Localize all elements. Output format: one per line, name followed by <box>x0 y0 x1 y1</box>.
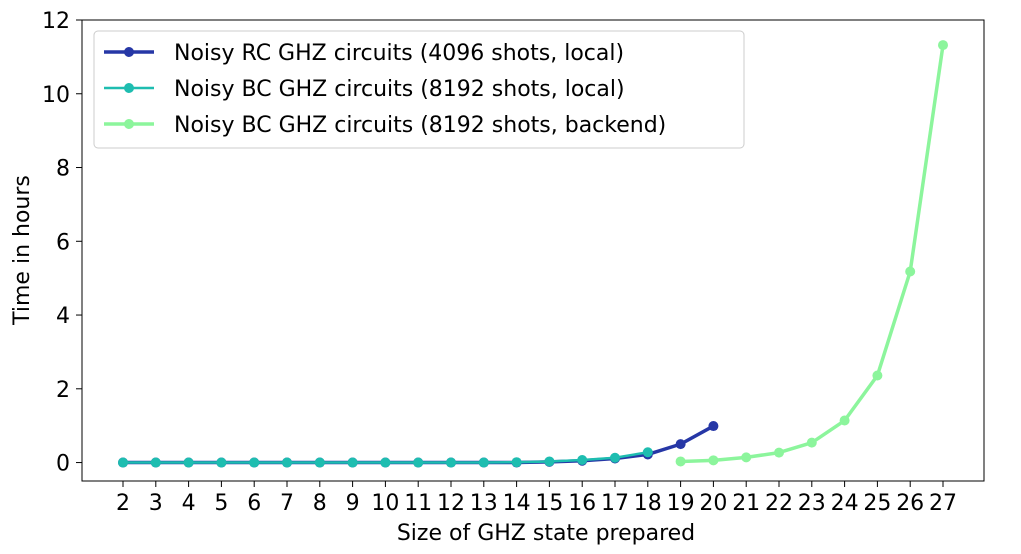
data-point <box>282 457 292 468</box>
data-point <box>839 415 850 426</box>
legend-item: Noisy BC GHZ circuits (8192 shots, backe… <box>104 113 666 138</box>
y-tick-label: 8 <box>56 157 70 182</box>
data-point <box>610 452 620 463</box>
legend: Noisy RC GHZ circuits (4096 shots, local… <box>93 30 745 149</box>
data-point <box>216 457 227 468</box>
data-point <box>741 452 752 463</box>
data-point <box>118 457 128 468</box>
x-tick-label: 12 <box>437 491 465 516</box>
y-axis-label: Time in hours <box>10 175 35 326</box>
y-tick-label: 0 <box>56 452 70 477</box>
data-point <box>183 457 194 468</box>
data-point <box>642 447 653 458</box>
x-tick-label: 20 <box>699 491 727 516</box>
legend-swatch-marker <box>124 83 134 93</box>
x-tick-label: 23 <box>798 491 826 516</box>
data-point <box>905 266 916 277</box>
data-point <box>380 457 391 468</box>
x-axis-label: Size of GHZ state prepared <box>397 521 695 546</box>
series-layer <box>118 40 948 468</box>
data-point <box>675 439 686 450</box>
series-3 <box>675 40 948 467</box>
x-tick-label: 17 <box>601 491 629 516</box>
x-tick-label: 19 <box>667 491 695 516</box>
legend-item: Noisy RC GHZ circuits (4096 shots, local… <box>104 41 624 66</box>
y-tick-label: 6 <box>56 230 70 255</box>
data-point <box>150 457 161 468</box>
legend-label: Noisy BC GHZ circuits (8192 shots, backe… <box>174 113 666 138</box>
x-tick-label: 24 <box>831 491 859 516</box>
x-tick-label: 22 <box>765 491 793 516</box>
x-tick-label: 27 <box>929 491 957 516</box>
data-point <box>806 437 817 448</box>
y-tick-label: 2 <box>56 378 70 403</box>
x-tick-label: 7 <box>280 491 294 516</box>
x-tick-label: 21 <box>732 491 760 516</box>
x-axis-ticks: 2 3 4 5 6 7 8 9 10 11 12 13 14 15 16 17 18 19 20 21 22 23 24 25… <box>116 481 957 516</box>
x-tick-label: 14 <box>503 491 531 516</box>
legend-label: Noisy BC GHZ circuits (8192 shots, local… <box>174 77 625 102</box>
x-tick-label: 9 <box>346 491 360 516</box>
data-point <box>577 454 588 465</box>
data-point <box>872 370 883 381</box>
legend-swatch-marker <box>124 119 134 129</box>
x-tick-label: 6 <box>247 491 261 516</box>
x-tick-label: 11 <box>404 491 432 516</box>
y-tick-label: 4 <box>56 304 70 329</box>
x-tick-label: 4 <box>182 491 196 516</box>
x-tick-label: 16 <box>568 491 596 516</box>
x-tick-label: 3 <box>149 491 163 516</box>
data-point <box>478 457 489 468</box>
x-tick-label: 18 <box>634 491 662 516</box>
y-axis-ticks: 0 2 4 6 8 10 12 <box>42 9 82 477</box>
series-2 <box>118 447 653 468</box>
data-point <box>413 457 424 468</box>
data-point <box>446 457 456 468</box>
legend-label: Noisy RC GHZ circuits (4096 shots, local… <box>174 41 624 66</box>
x-tick-label: 2 <box>116 491 130 516</box>
data-point <box>314 457 325 468</box>
data-point <box>708 421 719 432</box>
data-point <box>249 457 260 468</box>
data-point <box>511 457 522 468</box>
data-point <box>347 457 358 468</box>
y-tick-label: 10 <box>42 83 70 108</box>
legend-item: Noisy BC GHZ circuits (8192 shots, local… <box>104 77 625 102</box>
x-tick-label: 15 <box>535 491 563 516</box>
data-point <box>708 455 719 466</box>
legend-box <box>93 30 745 149</box>
y-tick-label: 12 <box>42 9 70 34</box>
legend-swatch-marker <box>124 47 134 57</box>
x-tick-label: 5 <box>214 491 228 516</box>
data-point <box>675 456 686 467</box>
x-tick-label: 8 <box>313 491 327 516</box>
x-tick-label: 25 <box>863 491 891 516</box>
data-point <box>938 40 948 51</box>
x-tick-label: 13 <box>470 491 498 516</box>
x-tick-label: 26 <box>896 491 924 516</box>
data-point <box>774 447 784 458</box>
x-tick-label: 10 <box>371 491 399 516</box>
data-point <box>544 456 555 467</box>
